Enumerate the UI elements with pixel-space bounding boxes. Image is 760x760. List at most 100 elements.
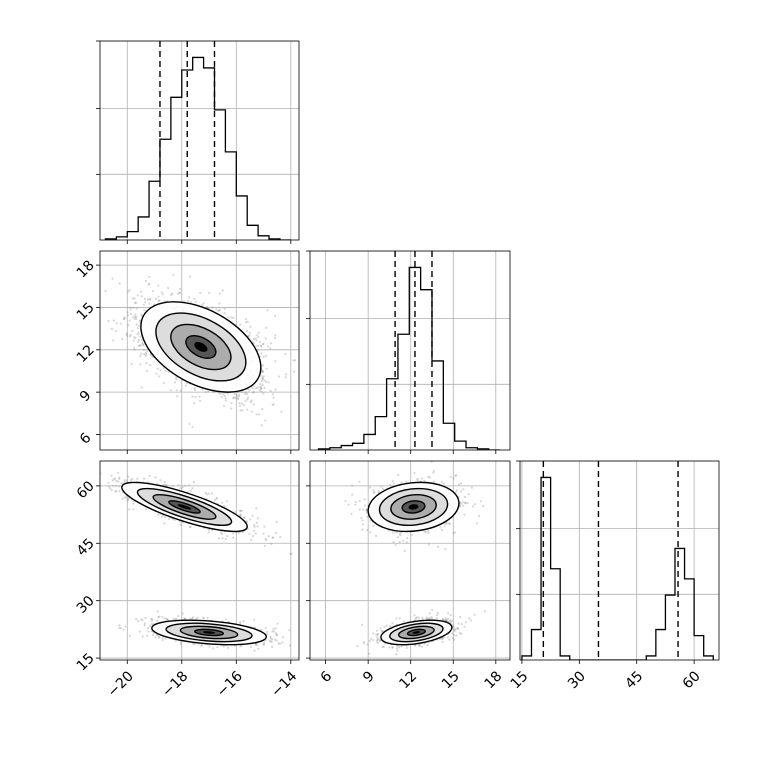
scatter-point (254, 345, 258, 348)
scatter-point (135, 317, 138, 320)
scatter-point (126, 311, 129, 314)
scatter-point (264, 537, 267, 541)
scatter-point (148, 474, 151, 477)
y-tick-label: 30 (74, 593, 98, 617)
scatter-point (284, 376, 287, 379)
histogram-frame-1 (309, 250, 511, 451)
scatter-point (250, 410, 253, 413)
scatter-point (169, 389, 172, 392)
scatter-point (372, 491, 375, 494)
y-tick-label: 45 (74, 536, 98, 560)
scatter-panel-0-2 (100, 461, 299, 660)
scatter-panel-0-1 (100, 251, 299, 450)
scatter-point (194, 300, 197, 303)
contour-line (121, 481, 248, 533)
scatter-point (201, 303, 204, 307)
scatter-point (133, 317, 136, 320)
scatter-point (137, 338, 140, 342)
scatter-point (107, 481, 110, 484)
scatter-point (459, 502, 462, 505)
scatter-point (279, 642, 282, 645)
scatter-point (115, 479, 118, 483)
scatter-point (136, 333, 139, 336)
scatter-point (267, 345, 270, 348)
scatter-point (143, 477, 146, 480)
scatter-point (157, 299, 160, 302)
scatter-point (119, 322, 122, 325)
scatter-point (226, 392, 229, 395)
scatter-point (269, 342, 273, 345)
scatter-point (154, 636, 157, 639)
scatter-point (192, 616, 195, 619)
scatter-point (254, 643, 257, 646)
scatter-point (482, 504, 485, 508)
scatter-point (398, 540, 401, 544)
scatter-point (244, 318, 247, 321)
scatter-point (241, 409, 244, 412)
scatter-point (240, 645, 243, 648)
scatter-point (358, 480, 361, 483)
scatter-point (222, 645, 225, 648)
scatter-point (271, 638, 274, 641)
scatter-point (255, 521, 259, 524)
scatter-point (400, 481, 403, 484)
scatter-point (141, 619, 144, 622)
scatter-point (237, 398, 240, 401)
density-cluster (140, 301, 262, 393)
scatter-point (416, 479, 419, 482)
scatter-point (192, 481, 196, 484)
contour-line (140, 301, 262, 393)
scatter-point (147, 283, 151, 286)
scatter-point (183, 617, 186, 620)
scatter-point (156, 482, 159, 485)
scatter-point (255, 507, 258, 510)
scatter-point (134, 313, 137, 316)
scatter-point (121, 497, 124, 500)
contour-line (185, 334, 217, 359)
scatter-point (158, 375, 161, 378)
scatter-point (255, 339, 258, 342)
scatter-point (261, 383, 264, 387)
scatter-point (242, 404, 245, 407)
scatter-point (264, 354, 267, 357)
contour-line (168, 500, 201, 514)
scatter-point (263, 386, 266, 389)
scatter-point (137, 340, 140, 343)
scatter-point (121, 337, 124, 341)
scatter-point (127, 324, 130, 327)
scatter-point (119, 627, 122, 630)
scatter-point (256, 525, 259, 528)
contour-line (155, 312, 247, 382)
scatter-point (260, 387, 263, 390)
scatter-point (141, 341, 144, 344)
scatter-point (122, 318, 125, 321)
histogram-step-2 (521, 476, 714, 660)
scatter-point (191, 642, 194, 645)
scatter-point (199, 291, 202, 294)
scatter-point (135, 617, 138, 621)
scatter-point (252, 403, 255, 406)
scatter-point (135, 315, 138, 318)
scatter-point (215, 497, 219, 500)
scatter-point (223, 307, 226, 310)
scatter-point (143, 297, 146, 300)
scatter-point (120, 482, 123, 485)
scatter-point (269, 635, 272, 638)
scatter-point (114, 484, 118, 488)
scatter-point (134, 301, 138, 304)
scatter-point (292, 359, 295, 362)
scatter-point (126, 498, 130, 501)
scatter-point (264, 337, 267, 340)
scatter-point (126, 332, 129, 335)
scatter-point (266, 630, 269, 634)
scatter-point (447, 522, 450, 525)
scatter-point (200, 644, 203, 647)
scatter-point (177, 614, 180, 618)
scatter-point (175, 378, 178, 381)
scatter-point (142, 344, 145, 347)
scatter-point (117, 477, 121, 480)
scatter-point (160, 515, 163, 519)
scatter-point (256, 334, 259, 337)
scatter-point (159, 369, 162, 372)
scatter-point (157, 295, 160, 298)
